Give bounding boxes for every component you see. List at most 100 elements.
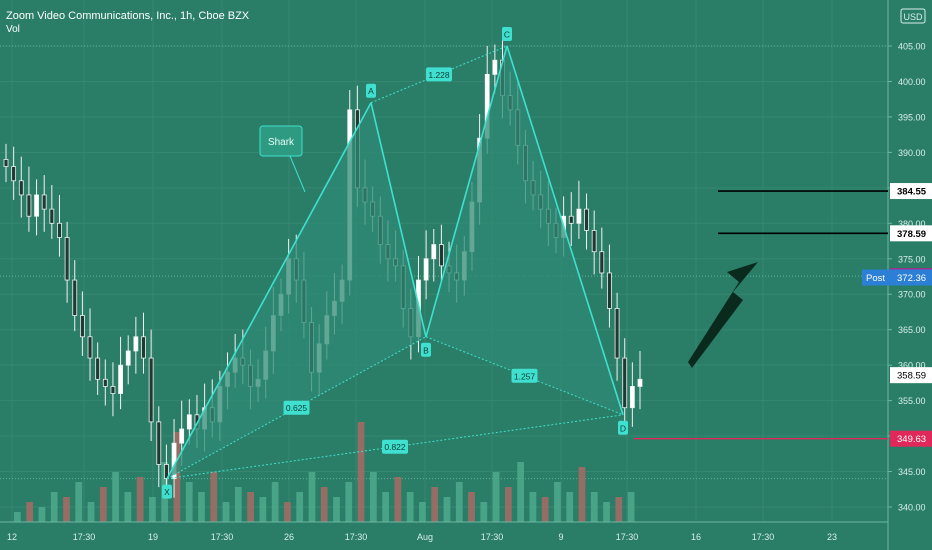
volume-bar bbox=[627, 492, 635, 522]
volume-bar bbox=[345, 482, 353, 522]
volume-bar bbox=[198, 492, 205, 522]
pattern-leg-bc bbox=[425, 45, 508, 337]
price-level-line: 378.59 bbox=[718, 225, 932, 242]
volume-bar bbox=[99, 487, 107, 522]
candle-body bbox=[3, 159, 9, 167]
volume-bar bbox=[406, 492, 414, 522]
point-label-bg bbox=[162, 484, 172, 499]
candle-body bbox=[87, 336, 93, 359]
price-level-line: 384.55 bbox=[718, 183, 932, 200]
volume-bar bbox=[284, 502, 291, 522]
price-level-label-text: 378.59 bbox=[897, 229, 926, 240]
volume-bar bbox=[468, 492, 475, 522]
volume-bar bbox=[75, 482, 83, 522]
point-label-text: D bbox=[620, 423, 626, 433]
volume-bar bbox=[419, 502, 426, 522]
shark-callout-pointer bbox=[289, 155, 306, 193]
point-label-bg bbox=[421, 342, 431, 357]
volume-bar bbox=[554, 482, 561, 522]
time-tick-label: 16 bbox=[691, 532, 701, 542]
candle-body bbox=[133, 336, 139, 352]
pattern-fill-bcd bbox=[426, 46, 623, 415]
ratio-label: 0.625 bbox=[283, 400, 310, 415]
point-label-bg bbox=[366, 83, 376, 98]
price-level-label-text: 358.59 bbox=[897, 371, 926, 382]
candle-body bbox=[118, 364, 123, 394]
volume-bar bbox=[529, 492, 537, 522]
volume-bar bbox=[517, 462, 525, 522]
time-tick-label: 19 bbox=[148, 532, 158, 542]
volume-bar bbox=[590, 492, 598, 522]
candle-body bbox=[79, 315, 85, 338]
candle-body bbox=[622, 357, 628, 409]
volume-bar bbox=[308, 472, 316, 522]
price-level-label-text: 349.63 bbox=[897, 434, 926, 445]
candle-body bbox=[438, 244, 444, 267]
candle-body bbox=[26, 194, 32, 217]
candle-body bbox=[599, 251, 605, 274]
price-level-label-bg bbox=[890, 225, 932, 242]
volume-bar bbox=[50, 492, 58, 522]
price-tick-label: 390.00 bbox=[898, 148, 926, 158]
volume-bar bbox=[578, 467, 586, 522]
volume-bar bbox=[320, 487, 328, 522]
candle-body bbox=[110, 386, 116, 394]
currency-badge: USD bbox=[900, 8, 926, 24]
price-tick-label: 340.00 bbox=[898, 503, 926, 513]
candle-body bbox=[64, 237, 70, 281]
candle-body bbox=[34, 194, 39, 217]
volume-bars bbox=[14, 422, 635, 522]
volume-bar bbox=[271, 482, 279, 522]
candle-body bbox=[591, 229, 597, 253]
volume-bar bbox=[369, 472, 377, 522]
price-level-post: Post 372.36 bbox=[862, 269, 932, 286]
price-level-label-text: 384.55 bbox=[897, 187, 927, 198]
candle-body bbox=[607, 272, 612, 309]
trend-arrow bbox=[688, 262, 758, 368]
pattern-ratio-line bbox=[166, 336, 427, 480]
volume-bar bbox=[443, 497, 451, 522]
volume-bar bbox=[455, 482, 463, 522]
candle-body bbox=[186, 414, 192, 430]
time-tick-label: 17:30 bbox=[73, 532, 96, 542]
harmonic-pattern: 1.228 0.625 1.257 0.822 X A B C D bbox=[162, 27, 628, 499]
volume-indicator-label[interactable]: Vol bbox=[6, 24, 20, 35]
symbol-title[interactable]: Zoom Video Communications, Inc., 1h, Cbo… bbox=[6, 10, 250, 22]
volume-bar bbox=[173, 432, 181, 522]
volume-bar bbox=[541, 497, 549, 522]
ratio-label: 1.257 bbox=[511, 368, 538, 383]
candle-body bbox=[49, 208, 55, 224]
volume-bar bbox=[112, 472, 119, 522]
ratio-label-text: 0.822 bbox=[384, 442, 406, 452]
time-tick-label: 26 bbox=[284, 532, 294, 542]
candle-body bbox=[102, 378, 108, 387]
point-label-text: X bbox=[164, 487, 170, 497]
pattern-leg-cd bbox=[506, 45, 624, 416]
grid bbox=[0, 0, 888, 522]
chart-header: Zoom Video Communications, Inc., 1h, Cbo… bbox=[6, 10, 249, 36]
ratio-label-text: 1.228 bbox=[428, 70, 450, 80]
volume-bar bbox=[38, 507, 46, 522]
candle-body bbox=[125, 350, 131, 366]
point-label-c: C bbox=[502, 27, 512, 41]
candle-body bbox=[95, 357, 101, 380]
candle-body bbox=[164, 464, 169, 480]
point-label-text: A bbox=[368, 86, 374, 96]
ratio-label-bg bbox=[511, 368, 538, 383]
price-tick-label: 360.00 bbox=[898, 361, 926, 371]
candle-body bbox=[57, 222, 62, 238]
point-label-text: C bbox=[504, 30, 510, 40]
price-level-label-bg bbox=[862, 269, 932, 286]
time-tick-label: 17:30 bbox=[616, 532, 639, 542]
volume-bar bbox=[87, 502, 95, 522]
price-level-label-bg bbox=[890, 183, 932, 200]
time-axis: 12 17:30 19 17:30 26 17:30 Aug 17:30 9 17:30 16 17:… bbox=[0, 521, 888, 542]
volume-bar bbox=[394, 477, 402, 522]
price-level-prefix: Post bbox=[866, 273, 885, 284]
volume-bar bbox=[296, 492, 304, 522]
ratio-label-bg bbox=[283, 400, 310, 415]
pattern-ratio-line bbox=[166, 414, 624, 480]
